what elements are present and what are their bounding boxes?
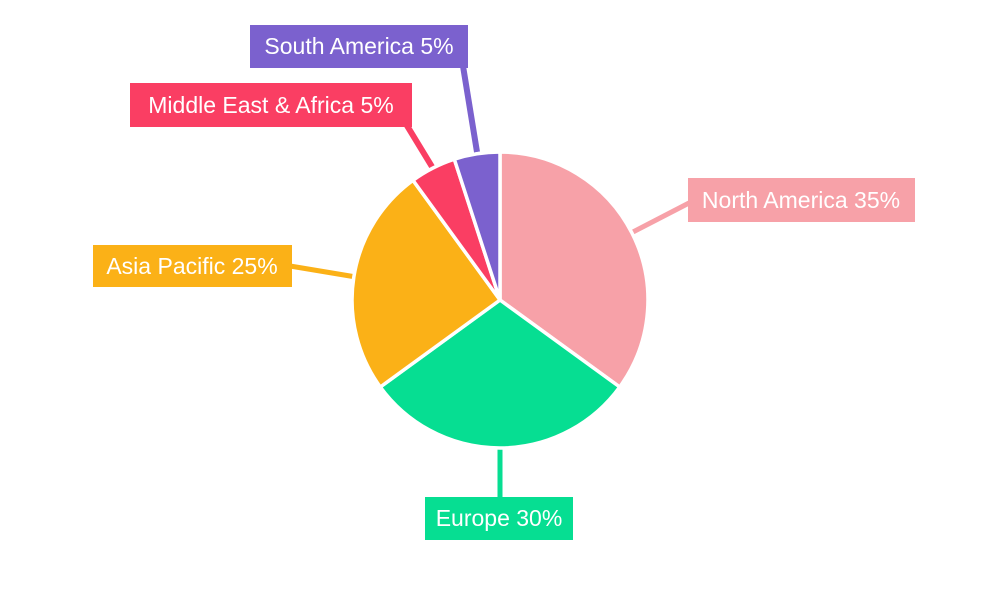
pie-slice-north-america[interactable] — [498, 150, 650, 389]
callout-north-america: North America 35% — [688, 178, 915, 222]
label-box-asia-pacific — [93, 245, 292, 287]
leader-line-middle-east-africa — [403, 122, 437, 172]
leader-line-asia-pacific — [289, 263, 357, 280]
leader-line-south-america — [460, 65, 480, 153]
pie-slice-south-america[interactable] — [452, 150, 502, 302]
label-box-south-america — [250, 25, 468, 68]
leader-line-north-america — [631, 200, 691, 235]
label-box-europe — [425, 497, 573, 540]
callout-asia-pacific: Asia Pacific 25% — [93, 245, 292, 287]
label-box-north-america — [688, 178, 915, 222]
pie-slice-europe[interactable] — [378, 298, 622, 450]
callout-middle-east-africa: Middle East & Africa 5% — [130, 83, 412, 127]
label-text-europe: Europe 30% — [436, 505, 563, 531]
label-box-middle-east-africa — [130, 83, 412, 127]
pie-slice-asia-pacific[interactable] — [350, 178, 502, 389]
label-text-north-america: North America 35% — [702, 187, 900, 213]
label-text-south-america: South America 5% — [264, 33, 453, 59]
callout-south-america: South America 5% — [250, 25, 468, 68]
label-text-middle-east-africa: Middle East & Africa 5% — [148, 92, 393, 118]
label-text-asia-pacific: Asia Pacific 25% — [106, 253, 277, 279]
callout-europe: Europe 30% — [425, 497, 573, 540]
